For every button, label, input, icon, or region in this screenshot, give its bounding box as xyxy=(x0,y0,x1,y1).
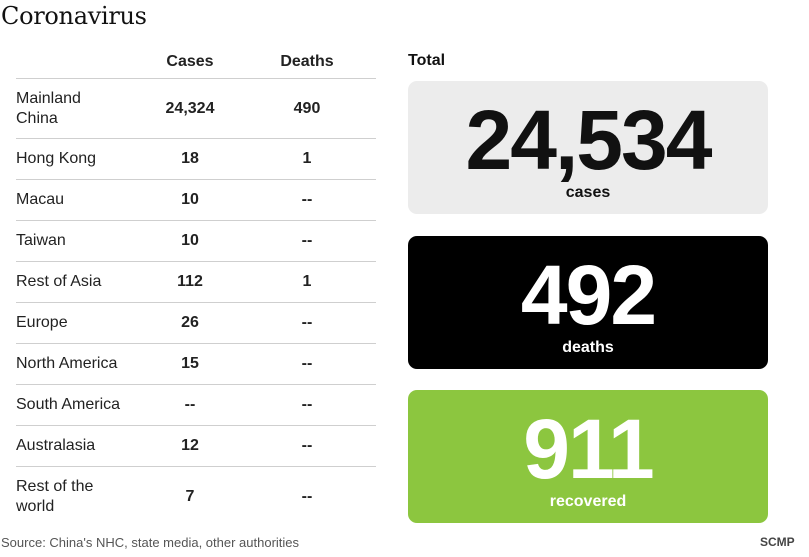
total-cases-label: cases xyxy=(565,184,611,201)
total-recovered-label: recovered xyxy=(549,493,627,510)
total-deaths-label: deaths xyxy=(562,339,614,356)
row-cases: 12 xyxy=(181,437,199,454)
row-deaths: -- xyxy=(301,396,313,413)
row-region: Australasia xyxy=(16,437,96,454)
row-cases: 26 xyxy=(181,314,199,331)
row-cases: -- xyxy=(184,396,196,413)
total-heading: Total xyxy=(408,52,446,69)
header-cases: Cases xyxy=(166,53,214,70)
table-row: Taiwan 10 -- xyxy=(16,221,376,262)
row-cases: 10 xyxy=(181,232,199,249)
table-header: Cases Deaths xyxy=(16,48,376,79)
table-row: Macau 10 -- xyxy=(16,180,376,221)
header-deaths: Deaths xyxy=(280,53,334,70)
total-deaths-value: 492 xyxy=(520,248,657,342)
row-deaths: 490 xyxy=(293,99,321,117)
total-recovered-card: 911 recovered xyxy=(408,390,768,523)
row-region: Rest of Asia xyxy=(16,273,102,290)
row-cases: 24,324 xyxy=(165,99,215,117)
row-region: South America xyxy=(16,396,121,413)
row-deaths: 1 xyxy=(302,273,312,290)
source-note: Source: China's NHC, state media, other … xyxy=(1,535,300,550)
table-row: Mainland China 24,324 490 xyxy=(16,79,376,139)
row-region: Mainland China xyxy=(16,89,81,127)
cases-table: Cases Deaths Mainland China 24,324 490 H… xyxy=(16,48,376,526)
row-region: North America xyxy=(16,355,118,372)
total-cases-value: 24,534 xyxy=(465,93,713,187)
row-deaths: 1 xyxy=(302,150,312,167)
row-region: Europe xyxy=(16,314,68,331)
table-row: North America 15 -- xyxy=(16,344,376,385)
total-cases-card: 24,534 cases xyxy=(408,81,768,214)
row-deaths: -- xyxy=(301,191,313,208)
table-row: Europe 26 -- xyxy=(16,303,376,344)
table-row: Rest of the world 7 -- xyxy=(16,467,376,526)
row-region: Hong Kong xyxy=(16,150,97,167)
row-deaths: -- xyxy=(301,314,313,331)
row-cases: 7 xyxy=(185,487,195,505)
row-deaths: -- xyxy=(301,355,313,372)
row-cases: 18 xyxy=(181,150,199,167)
row-deaths: -- xyxy=(301,232,313,249)
total-recovered-value: 911 xyxy=(523,402,655,496)
row-deaths: -- xyxy=(301,487,313,505)
table-row: Australasia 12 -- xyxy=(16,426,376,467)
row-cases: 112 xyxy=(177,273,203,290)
row-cases: 10 xyxy=(181,191,199,208)
table-row: Hong Kong 18 1 xyxy=(16,139,376,180)
page-title: Coronavirus xyxy=(1,2,147,30)
table-row: South America -- -- xyxy=(16,385,376,426)
total-deaths-card: 492 deaths xyxy=(408,236,768,369)
row-deaths: -- xyxy=(301,437,313,454)
brand-logo: SCMP xyxy=(760,535,795,549)
row-region: Rest of the world xyxy=(16,477,94,515)
row-region: Taiwan xyxy=(16,232,66,249)
row-region: Macau xyxy=(16,191,65,208)
row-cases: 15 xyxy=(181,355,199,372)
table-row: Rest of Asia 112 1 xyxy=(16,262,376,303)
